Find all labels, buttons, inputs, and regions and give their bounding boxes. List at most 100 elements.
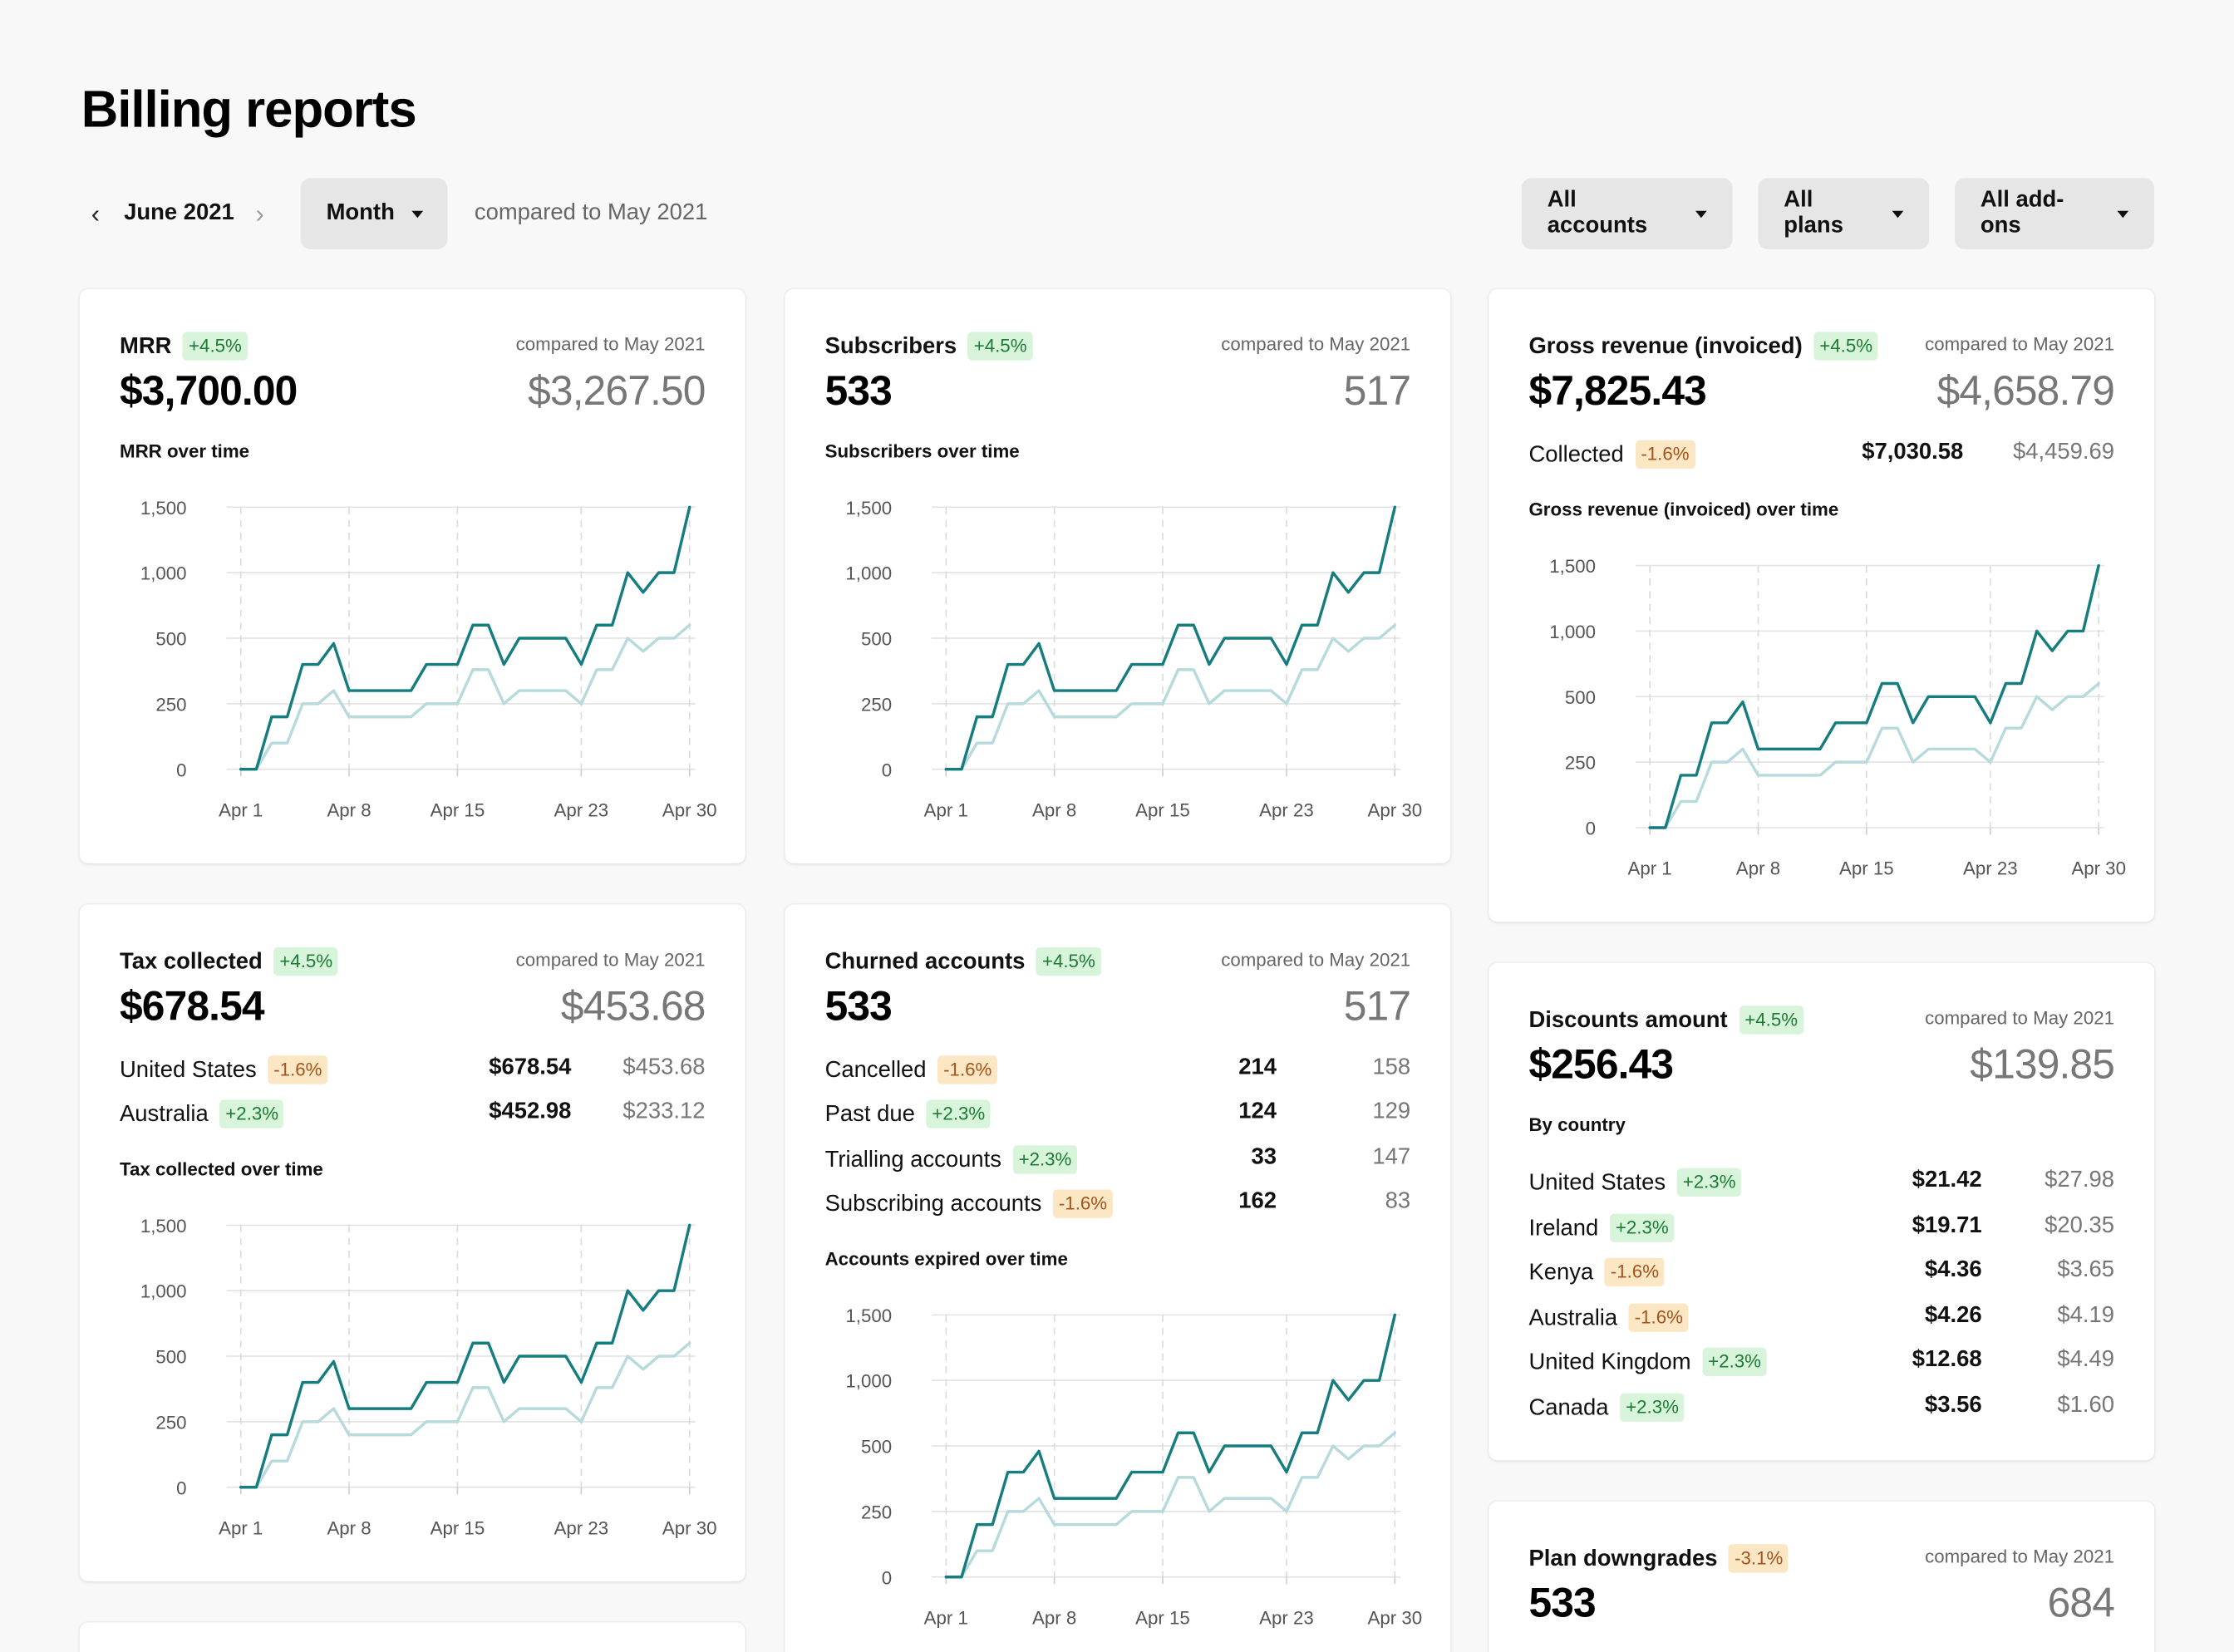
y-tick-label: 1,500 [845, 1305, 892, 1326]
row-current-value: $12.68 [1912, 1347, 1982, 1372]
period-dropdown[interactable]: Month [300, 178, 448, 250]
subscribers-card: Subscribers +4.5% compared to May 2021 53… [785, 289, 1451, 863]
row-previous-value: 147 [1372, 1145, 1411, 1170]
discount-row-australia: Australia -1.6% $4.26 $4.19 [1528, 1303, 2114, 1338]
row-label: United States [120, 1058, 257, 1083]
x-tick-label: Apr 23 [1259, 1607, 1314, 1628]
series-line-previous [239, 1341, 691, 1489]
compared-label: compared to May 2021 [515, 948, 706, 971]
caret-down-icon [1695, 209, 1707, 218]
compared-label: compared to May 2021 [474, 200, 708, 225]
churn-row-subscribing: Subscribing accounts -1.6% 162 83 [825, 1189, 1410, 1223]
previous-value: $4,658.79 [1936, 369, 2115, 415]
y-tick-label: 250 [155, 694, 186, 715]
change-badge: +4.5% [183, 332, 248, 361]
x-tick-label: Apr 8 [1032, 799, 1076, 820]
card-title: Subscribers +4.5% [825, 332, 1033, 361]
gross-revenue-card: Gross revenue (invoiced) +4.5% compared t… [1489, 289, 2155, 922]
change-badge: -1.6% [1053, 1189, 1113, 1218]
discount-row-kenya: Kenya -1.6% $4.36 $3.65 [1528, 1257, 2115, 1292]
chevron-right-icon[interactable]: › [255, 199, 264, 228]
row-label: Canada [1528, 1396, 1609, 1421]
gross-revenue-line-chart: 0 250 500 1,000 1,500 Apr 1 Apr 8 Apr 15 Apr 23 A… [1549, 556, 2126, 879]
current-value: 533 [824, 369, 893, 415]
row-current-value: $4.26 [1924, 1303, 1982, 1328]
row-label: Australia [1528, 1306, 1618, 1331]
additional-report-card [80, 1622, 745, 1652]
x-tick-label: Apr 15 [1135, 799, 1190, 820]
change-badge: +4.5% [1739, 1005, 1803, 1035]
y-tick-label: 250 [155, 1412, 186, 1433]
chart-title: Tax collected over time [120, 1158, 323, 1180]
month-navigator: ‹ June 2021 › [81, 178, 274, 249]
x-tick-label: Apr 1 [924, 1607, 968, 1628]
chevron-left-icon[interactable]: ‹ [91, 199, 101, 228]
row-previous-value: $3.65 [2057, 1257, 2115, 1282]
mrr-card: MRR +4.5% compared to May 2021 $3,700.00 … [80, 289, 745, 863]
y-tick-label: 0 [176, 760, 186, 780]
series-line-current [239, 1223, 691, 1489]
change-badge: -1.6% [937, 1055, 998, 1084]
change-badge: +4.5% [273, 947, 339, 976]
chart-title: Accounts expired over time [824, 1247, 1068, 1270]
addons-filter-dropdown[interactable]: All add-ons [1955, 178, 2155, 250]
change-badge: +2.3% [1620, 1393, 1685, 1422]
row-previous-value: $4.49 [2057, 1347, 2115, 1372]
x-tick-label: Apr 15 [1135, 1607, 1190, 1628]
accounts-filter-dropdown[interactable]: All accounts [1521, 178, 1733, 250]
discount-row-canada: Canada +2.3% $3.56 $1.60 [1528, 1393, 2114, 1428]
x-tick-label: Apr 8 [327, 1517, 371, 1538]
compared-label: compared to May 2021 [1925, 1546, 2115, 1567]
discount-row-united-states: United States +2.3% $21.42 $27.98 [1528, 1168, 2114, 1202]
row-label: United Kingdom [1528, 1350, 1691, 1375]
previous-value: $3,267.50 [528, 369, 706, 415]
card-title: Tax collected +4.5% [120, 947, 339, 976]
plans-filter-dropdown[interactable]: All plans [1758, 178, 1930, 250]
y-tick-label: 500 [861, 1437, 892, 1458]
churn-row-cancelled: Cancelled -1.6% 214 158 [824, 1055, 1410, 1089]
caret-down-icon [411, 209, 424, 218]
change-badge: -1.6% [268, 1055, 328, 1084]
row-previous-value: 129 [1372, 1099, 1411, 1124]
y-tick-label: 250 [861, 1502, 892, 1522]
change-badge: +2.3% [926, 1099, 992, 1128]
change-badge: +4.5% [1036, 947, 1101, 976]
change-badge: +2.3% [1676, 1168, 1742, 1197]
chart-title: Gross revenue (invoiced) over time [1528, 499, 1839, 520]
x-tick-label: Apr 8 [1032, 1607, 1076, 1628]
row-current-value: $19.71 [1912, 1213, 1982, 1238]
current-value: $678.54 [120, 984, 265, 1030]
x-tick-label: Apr 30 [2071, 858, 2126, 879]
row-current-value: 33 [1251, 1145, 1277, 1170]
previous-value: $139.85 [1970, 1042, 2115, 1089]
accounts-filter-label: All accounts [1547, 188, 1648, 238]
change-badge: +4.5% [967, 332, 1033, 361]
y-tick-label: 500 [1565, 687, 1596, 708]
x-tick-label: Apr 15 [431, 1517, 485, 1538]
x-tick-label: Apr 30 [1367, 799, 1422, 820]
y-tick-label: 1,500 [140, 1216, 187, 1237]
row-current-value: $7,030.58 [1862, 440, 1964, 465]
x-tick-label: Apr 23 [554, 799, 609, 820]
row-current-value: $4.36 [1924, 1257, 1982, 1282]
series-line-previous [944, 1431, 1397, 1579]
y-tick-label: 1,000 [845, 563, 892, 584]
x-tick-label: Apr 23 [554, 1517, 609, 1538]
row-label: Past due [824, 1102, 915, 1128]
y-tick-label: 0 [882, 760, 892, 780]
current-value: $256.43 [1528, 1042, 1674, 1089]
y-tick-label: 1,000 [140, 1281, 187, 1302]
row-label: Trialling accounts [824, 1148, 1001, 1173]
y-tick-label: 0 [1586, 819, 1596, 839]
series-line-previous [944, 623, 1397, 771]
chart-title: Subscribers over time [824, 440, 1020, 462]
change-badge: -1.6% [1604, 1257, 1665, 1287]
row-current-value: $21.42 [1912, 1168, 1982, 1192]
compared-label: compared to May 2021 [1925, 333, 2115, 355]
row-label: Cancelled [824, 1058, 927, 1083]
change-badge: -3.1% [1729, 1544, 1789, 1573]
current-value: 533 [1528, 1581, 1596, 1627]
change-badge: +4.5% [1813, 332, 1878, 361]
change-badge: +2.3% [1012, 1145, 1078, 1174]
row-current-value: $3.56 [1924, 1393, 1982, 1418]
